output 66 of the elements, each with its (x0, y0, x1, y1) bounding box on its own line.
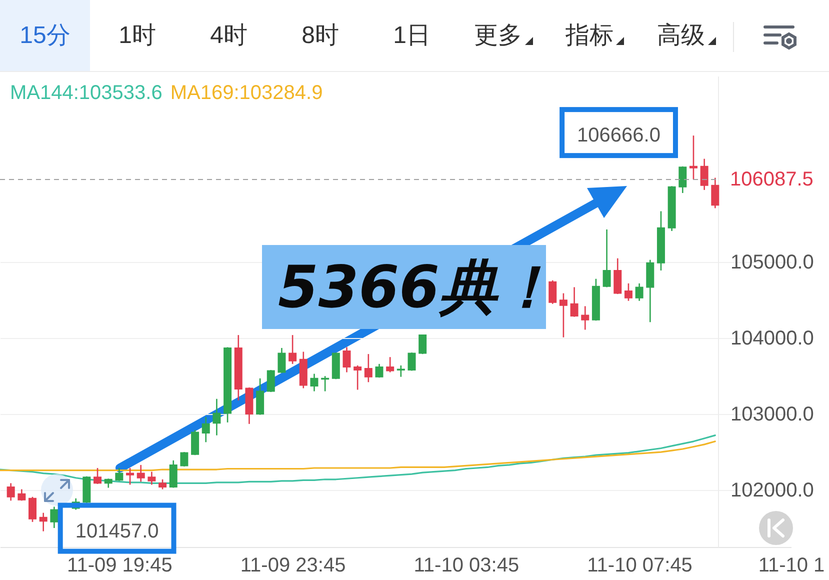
candlestick (581, 306, 590, 330)
x-tick-label: 11-09 19:45 (67, 554, 172, 576)
candlestick (104, 478, 112, 488)
candlestick (158, 478, 167, 490)
candlestick (115, 467, 124, 482)
candlestick (136, 464, 145, 482)
text: 1日 (393, 22, 430, 49)
candlestick (39, 512, 48, 532)
candlestick (310, 373, 318, 392)
candlestick (191, 429, 200, 456)
candlestick (180, 451, 188, 468)
candlestick (28, 496, 37, 523)
x-tick-label: 11-10 07:45 (587, 554, 692, 576)
candlestick (396, 364, 405, 378)
y-tick-label: 103000.0 (730, 404, 814, 426)
x-tick-label: 11-10 03:45 (414, 554, 520, 576)
candlestick (711, 177, 720, 209)
text: 4时 (210, 22, 248, 49)
candlestick (148, 471, 156, 486)
y-tick-label: 102000.0 (730, 480, 814, 502)
candlestick (202, 416, 210, 443)
candlestick (614, 258, 622, 295)
candlestick (6, 482, 15, 502)
candlestick (635, 282, 644, 302)
candlestick (278, 347, 286, 374)
candlestick (288, 334, 297, 365)
candlestick (342, 346, 351, 373)
candlestick (126, 467, 134, 486)
candlestick (354, 364, 362, 390)
line-series (0, 440, 716, 472)
text: 1时 (118, 22, 156, 49)
x-tick-label: 11-10 1 (758, 554, 825, 576)
candlestick (266, 369, 275, 393)
candlestick (364, 353, 372, 383)
candlestick (386, 356, 394, 373)
candlestick (418, 334, 427, 355)
y-tick-label: 105000.0 (730, 252, 814, 274)
x-tick-label: 11-09 23:45 (240, 554, 346, 576)
ref-line-label: 106087.5 (730, 168, 814, 191)
candlestick (624, 282, 632, 302)
candlestick (678, 166, 687, 194)
annotation: 106666.0 (577, 124, 660, 147)
candlestick (256, 378, 264, 416)
candlestick (212, 398, 221, 436)
candlestick (689, 134, 698, 180)
text: MA144:103533.6 (10, 82, 162, 104)
candlestick (50, 506, 58, 529)
candlestick (94, 467, 102, 485)
text: 8时 (302, 22, 339, 49)
text: 高级 (656, 22, 705, 49)
candlestick (321, 375, 330, 392)
text: 指标 (565, 22, 614, 49)
callout-box: 5366典！ (262, 245, 546, 329)
candlestick (559, 292, 568, 338)
candlestick (700, 158, 708, 191)
candlestick (548, 280, 557, 305)
candlestick (375, 363, 384, 378)
candlestick (570, 286, 578, 318)
y-tick-label: 104000.0 (730, 328, 814, 350)
candlestick (169, 460, 178, 488)
candlestick (408, 352, 416, 372)
annotation: 101457.0 (75, 520, 159, 542)
text: 15分 (20, 22, 70, 49)
text: 更多 (474, 22, 522, 49)
candlestick (602, 228, 611, 288)
text: MA169:103284.9 (170, 82, 323, 104)
